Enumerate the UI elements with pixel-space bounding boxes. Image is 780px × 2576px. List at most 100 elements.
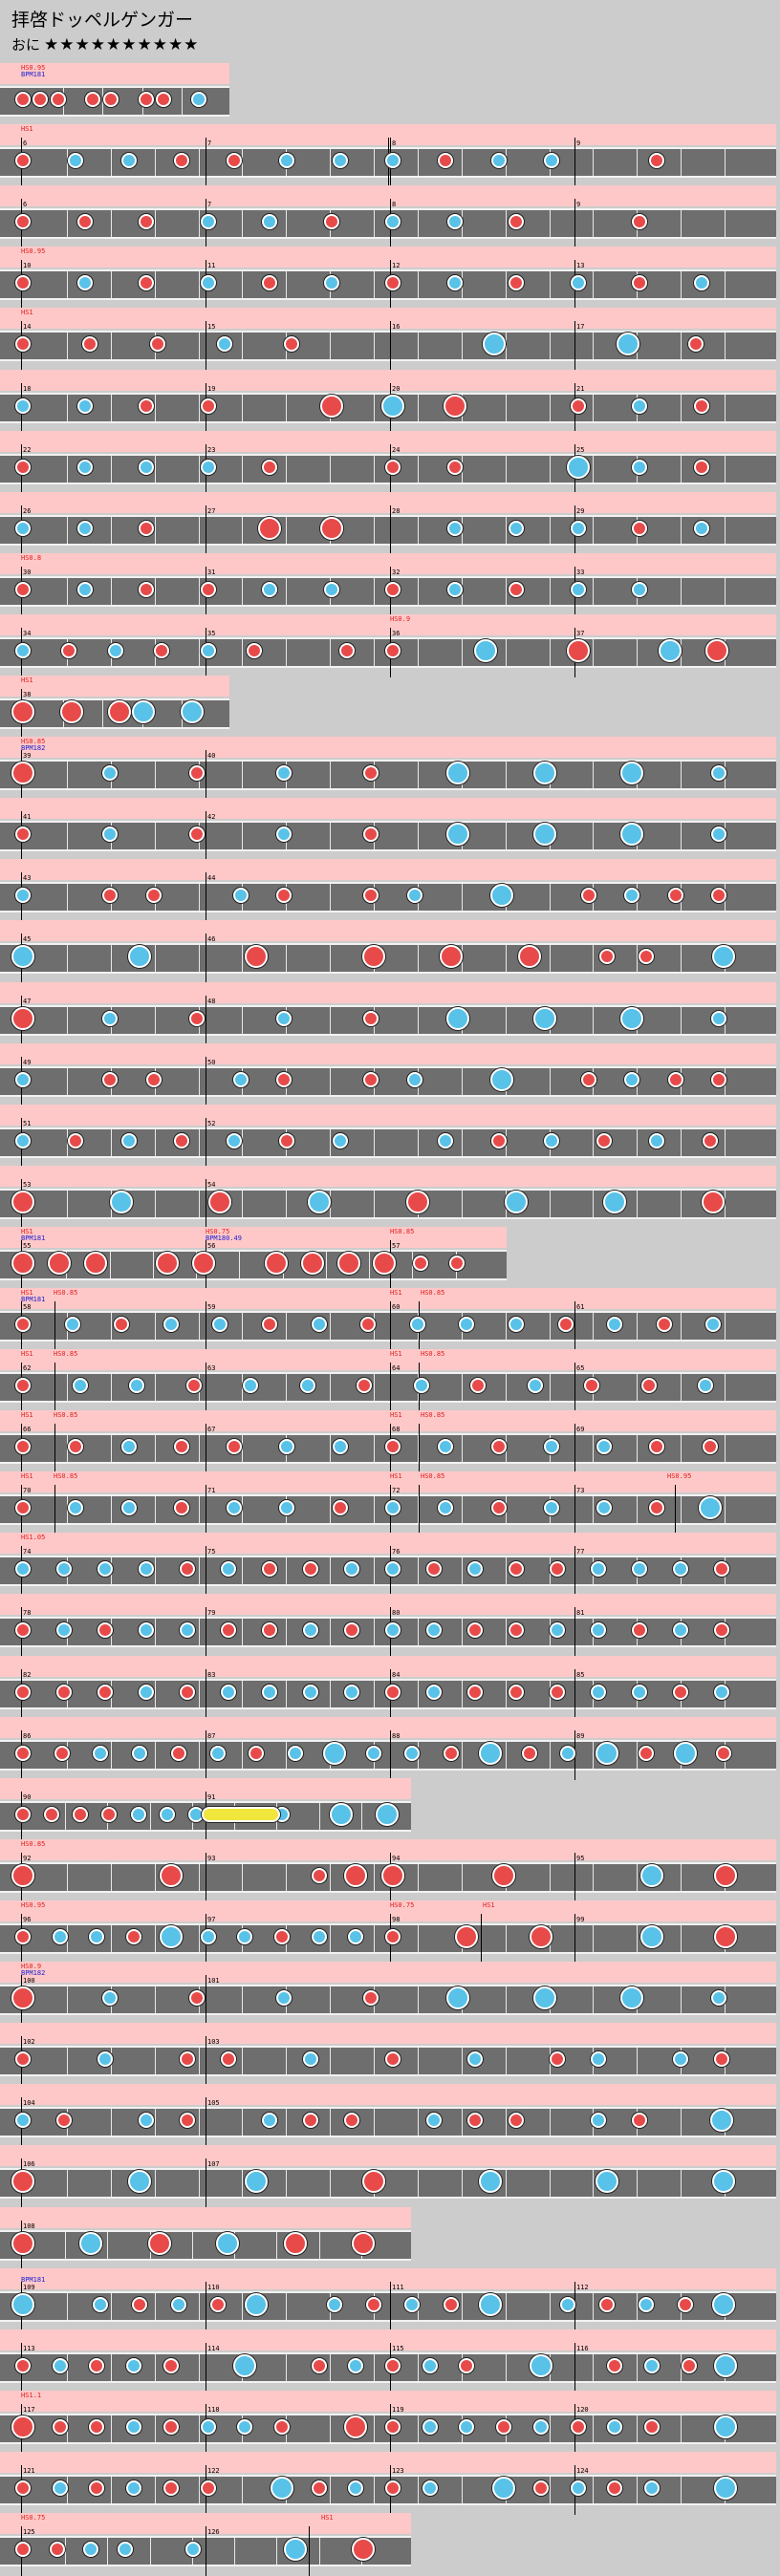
beat-line xyxy=(725,1129,726,1156)
don-note xyxy=(68,1439,83,1454)
scroll-band xyxy=(0,2084,776,2105)
measure-number: 9 xyxy=(576,201,581,208)
don-note xyxy=(703,1133,718,1148)
ka-note xyxy=(673,1561,688,1577)
ka-note xyxy=(237,1929,252,1944)
don-note xyxy=(221,2051,236,2067)
beat-line xyxy=(361,1803,362,1830)
beat-line xyxy=(462,2048,463,2074)
beat-line xyxy=(111,210,112,237)
chart-row: 96 97 98 99 HS0.95 HS0.75 HS1 xyxy=(0,1900,776,1964)
ka-note xyxy=(447,582,463,597)
beat-line xyxy=(67,1435,68,1462)
beat-line xyxy=(199,2048,200,2074)
beat-line xyxy=(67,149,68,176)
beat-line xyxy=(681,517,682,544)
beat-line xyxy=(286,210,287,237)
beat-line xyxy=(550,517,551,544)
measure-line xyxy=(574,2343,575,2393)
scroll-band xyxy=(0,2391,776,2412)
don-note xyxy=(714,2051,729,2067)
scroll-change: HS1 xyxy=(390,1411,402,1419)
beat-line xyxy=(506,210,507,237)
measure-number: 121 xyxy=(23,2467,35,2475)
don-big-note xyxy=(362,2170,385,2193)
chart-row: 53 54 xyxy=(0,1166,776,1229)
beat-line xyxy=(418,1986,419,2013)
don-note xyxy=(714,1561,729,1577)
beat-line xyxy=(462,333,463,359)
ka-note xyxy=(262,214,277,229)
don-big-note xyxy=(48,1252,71,1275)
beat-line xyxy=(725,1435,726,1462)
ka-note xyxy=(98,1561,113,1577)
measure-line xyxy=(390,1363,391,1412)
beat-line xyxy=(319,2232,320,2259)
beat-line xyxy=(67,1864,68,1891)
difficulty-stars: ★★★★★★★★★★ xyxy=(44,35,200,54)
don-note xyxy=(385,643,401,658)
beat-line xyxy=(462,2109,463,2136)
ka-big-note xyxy=(128,2170,151,2193)
drumroll-note xyxy=(202,1807,280,1822)
measure-number: 44 xyxy=(207,874,216,882)
don-big-note xyxy=(156,1252,179,1275)
beat-line xyxy=(550,1374,551,1401)
beat-line xyxy=(111,517,112,544)
measure-number: 92 xyxy=(23,1855,32,1862)
beat-line xyxy=(506,1742,507,1769)
note-lane xyxy=(0,1066,776,1097)
measure-line xyxy=(574,199,575,248)
chart-row: 104 105 xyxy=(0,2084,776,2147)
don-note xyxy=(459,2358,474,2373)
scroll-band xyxy=(0,982,776,1003)
beat-line xyxy=(725,578,726,605)
don-note xyxy=(15,1685,31,1700)
ka-note xyxy=(426,1622,442,1638)
beat-line xyxy=(155,1007,156,1034)
measure-number: 125 xyxy=(23,2528,35,2536)
measure-number: 104 xyxy=(23,2099,35,2107)
beat-line xyxy=(242,333,243,359)
ka-note xyxy=(560,2297,575,2312)
don-note xyxy=(607,2358,622,2373)
scroll-band xyxy=(0,1533,776,1554)
measure-number: 108 xyxy=(23,2222,35,2230)
beat-line xyxy=(681,271,682,298)
beat-line xyxy=(65,2538,66,2565)
ka-big-note xyxy=(271,2477,293,2500)
chart-row: 43 44 xyxy=(0,859,776,922)
ka-note xyxy=(276,765,292,781)
chart-row: 125 126 HS0.75 HS1 xyxy=(0,2513,411,2576)
beat-line xyxy=(593,395,594,421)
chart-row: 90 91 xyxy=(0,1778,411,1841)
measure-number: 98 xyxy=(392,1916,401,1923)
beat-line xyxy=(506,1681,507,1707)
measure-number: 90 xyxy=(23,1793,32,1801)
event-line xyxy=(675,1485,676,1535)
beat-line xyxy=(593,1864,594,1891)
beat-line xyxy=(111,2170,112,2197)
don-big-note xyxy=(344,1864,367,1887)
measure-number: 52 xyxy=(207,1120,216,1127)
measure-number: 31 xyxy=(207,569,216,576)
beat-line xyxy=(242,2477,243,2503)
don-big-note xyxy=(160,1864,183,1887)
don-note xyxy=(688,336,704,352)
scroll-change: HS1 xyxy=(390,1289,402,1297)
chart-row: 26 27 28 29 xyxy=(0,492,776,555)
scroll-change: HS1 xyxy=(21,1350,33,1358)
beat-line xyxy=(506,2354,507,2381)
ka-big-note xyxy=(710,2109,733,2132)
don-big-note xyxy=(714,1925,737,1948)
scroll-change: HS0.95 xyxy=(21,64,46,72)
beat-line xyxy=(681,1925,682,1952)
don-big-note xyxy=(11,1007,34,1030)
beat-line xyxy=(155,2477,156,2503)
beat-line xyxy=(593,456,594,483)
measure-number: 41 xyxy=(23,813,32,821)
event-line xyxy=(54,1485,55,1535)
don-note xyxy=(644,2419,660,2435)
song-title: 拝啓ドッペルゲンガー xyxy=(11,10,194,31)
beat-line xyxy=(593,2415,594,2442)
